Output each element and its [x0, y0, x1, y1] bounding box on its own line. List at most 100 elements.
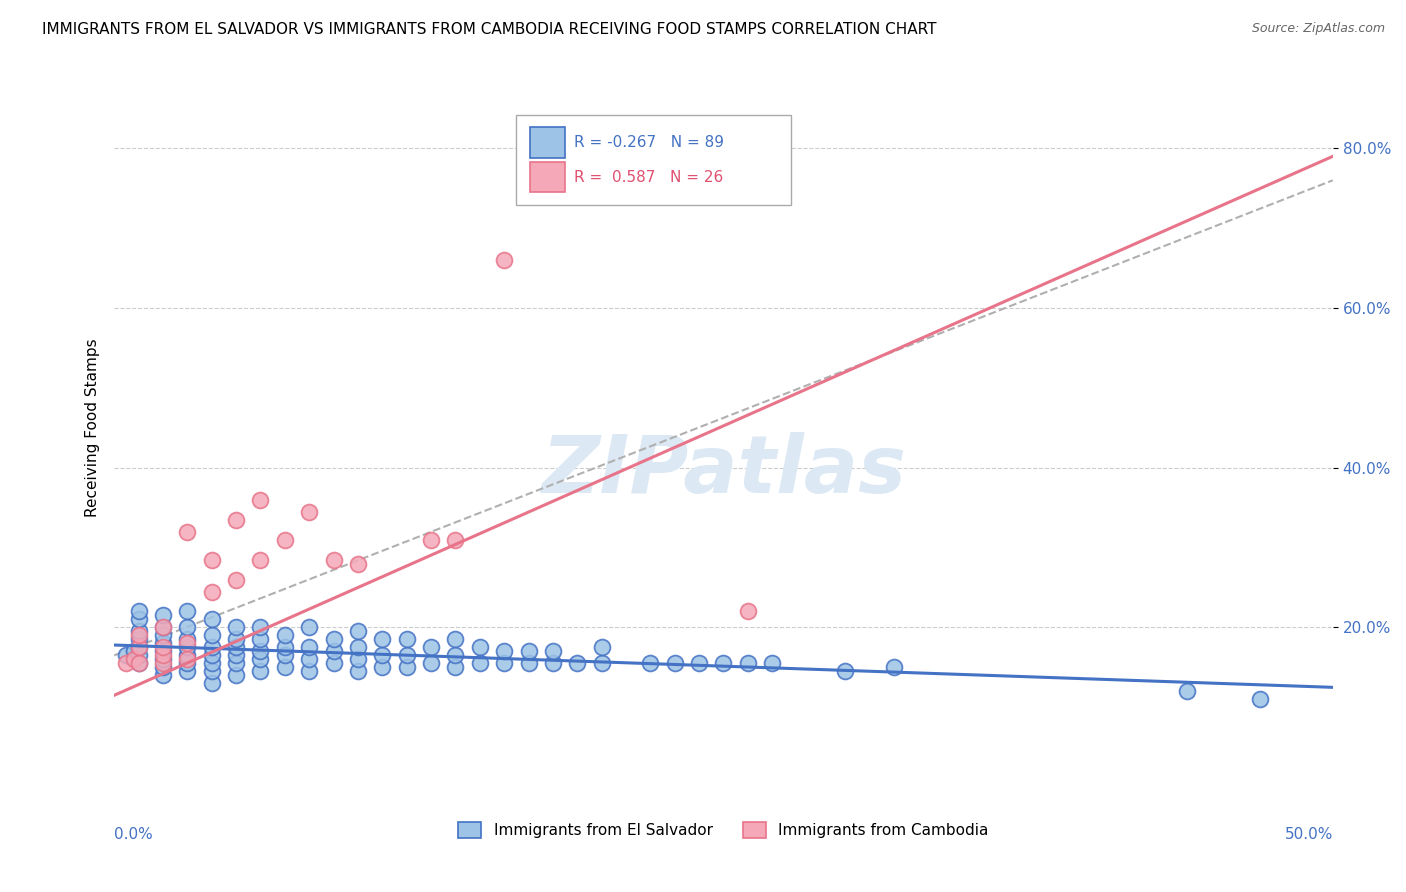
Point	[761, 657, 783, 671]
Point	[201, 628, 224, 642]
Point	[517, 657, 540, 671]
Point	[249, 492, 271, 507]
Point	[1175, 684, 1198, 698]
Point	[395, 632, 418, 647]
Point	[201, 665, 224, 679]
Point	[249, 552, 271, 566]
Point	[298, 505, 321, 519]
Point	[128, 605, 150, 619]
Point	[371, 648, 394, 663]
Point	[640, 657, 662, 671]
Text: Source: ZipAtlas.com: Source: ZipAtlas.com	[1251, 22, 1385, 36]
Point	[420, 640, 443, 655]
Point	[176, 524, 198, 539]
Point	[444, 533, 467, 547]
Text: R = -0.267   N = 89: R = -0.267 N = 89	[574, 135, 724, 150]
Point	[567, 657, 589, 671]
FancyBboxPatch shape	[516, 115, 790, 205]
Point	[274, 648, 297, 663]
Point	[225, 640, 247, 655]
Point	[152, 652, 174, 666]
Point	[152, 668, 174, 682]
Point	[274, 640, 297, 655]
Point	[249, 632, 271, 647]
Point	[152, 644, 174, 658]
Point	[274, 533, 297, 547]
Point	[176, 665, 198, 679]
Point	[444, 632, 467, 647]
Point	[322, 657, 344, 671]
Point	[468, 640, 491, 655]
Point	[152, 640, 174, 655]
Point	[347, 624, 370, 639]
Point	[128, 612, 150, 626]
Point	[201, 552, 224, 566]
Point	[152, 648, 174, 663]
Point	[201, 648, 224, 663]
Point	[444, 648, 467, 663]
Point	[249, 665, 271, 679]
Text: ZIPatlas: ZIPatlas	[541, 432, 905, 510]
Point	[152, 620, 174, 634]
Point	[176, 620, 198, 634]
Text: IMMIGRANTS FROM EL SALVADOR VS IMMIGRANTS FROM CAMBODIA RECEIVING FOOD STAMPS CO: IMMIGRANTS FROM EL SALVADOR VS IMMIGRANT…	[42, 22, 936, 37]
Point	[225, 648, 247, 663]
Text: 0.0%: 0.0%	[114, 827, 153, 842]
Point	[201, 584, 224, 599]
Point	[468, 657, 491, 671]
Point	[420, 533, 443, 547]
Point	[201, 612, 224, 626]
Point	[371, 632, 394, 647]
Point	[152, 636, 174, 650]
Point	[883, 660, 905, 674]
Point	[494, 253, 516, 268]
Point	[176, 632, 198, 647]
Point	[152, 657, 174, 671]
Point	[152, 620, 174, 634]
Point	[122, 644, 145, 658]
Point	[128, 624, 150, 639]
Point	[176, 640, 198, 655]
Point	[249, 652, 271, 666]
Point	[322, 644, 344, 658]
Point	[298, 652, 321, 666]
Point	[444, 660, 467, 674]
Point	[128, 648, 150, 663]
Point	[176, 636, 198, 650]
Point	[298, 640, 321, 655]
Point	[122, 652, 145, 666]
Point	[395, 660, 418, 674]
Point	[128, 640, 150, 655]
Point	[834, 665, 856, 679]
Point	[688, 657, 710, 671]
FancyBboxPatch shape	[530, 128, 565, 158]
Point	[494, 644, 516, 658]
Point	[541, 644, 564, 658]
Point	[225, 573, 247, 587]
Point	[274, 628, 297, 642]
Point	[517, 644, 540, 658]
Point	[347, 665, 370, 679]
Point	[347, 557, 370, 571]
Point	[347, 652, 370, 666]
Point	[494, 657, 516, 671]
Point	[322, 632, 344, 647]
Y-axis label: Receiving Food Stamps: Receiving Food Stamps	[86, 339, 100, 517]
Point	[128, 628, 150, 642]
Point	[298, 620, 321, 634]
Point	[201, 640, 224, 655]
Point	[664, 657, 686, 671]
Point	[541, 657, 564, 671]
Legend: Immigrants from El Salvador, Immigrants from Cambodia: Immigrants from El Salvador, Immigrants …	[453, 816, 994, 844]
Point	[225, 668, 247, 682]
Point	[591, 657, 613, 671]
Point	[249, 620, 271, 634]
Point	[713, 657, 735, 671]
Point	[591, 640, 613, 655]
Point	[176, 657, 198, 671]
Point	[128, 657, 150, 671]
Point	[298, 665, 321, 679]
Text: R =  0.587   N = 26: R = 0.587 N = 26	[574, 169, 723, 185]
Point	[322, 552, 344, 566]
Point	[225, 632, 247, 647]
